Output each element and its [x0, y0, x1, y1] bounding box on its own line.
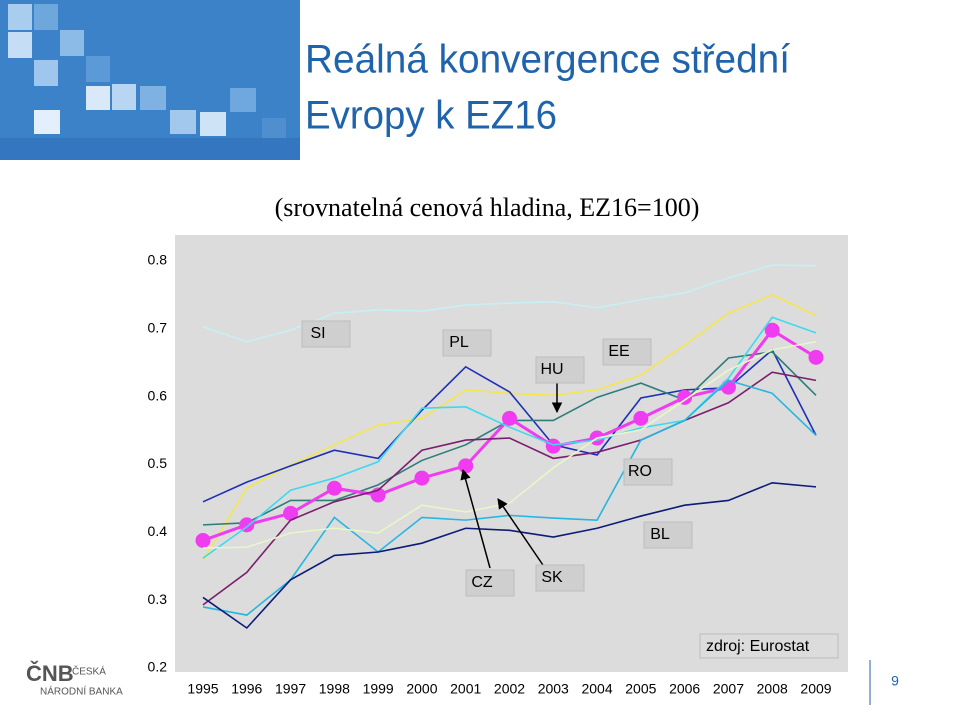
point-marker [677, 389, 693, 405]
point-marker [414, 470, 430, 486]
arrow [497, 498, 546, 569]
annotation: RO [628, 463, 652, 480]
x-tick-label: 2002 [494, 681, 525, 697]
point-marker [633, 410, 649, 426]
x-tick-label: 2008 [757, 681, 788, 697]
y-tick-label: 0.3 [148, 591, 168, 607]
y-tick-label: 0.6 [148, 387, 168, 403]
annotation-box [623, 458, 673, 486]
x-tick-label: 1996 [231, 681, 262, 697]
series-line [202, 340, 817, 549]
annotation-box [301, 320, 351, 348]
point-marker [195, 532, 211, 548]
annotation-box [465, 569, 515, 597]
annotation: CZ [471, 574, 493, 591]
point-marker [458, 458, 474, 474]
series-line [202, 482, 817, 630]
series-line [202, 294, 817, 561]
point-marker [545, 438, 561, 454]
y-tick-label: 0.5 [148, 455, 168, 471]
point-marker [764, 322, 780, 338]
x-tick-label: 1999 [363, 681, 394, 697]
x-tick-label: 2001 [450, 681, 481, 697]
arrows [460, 381, 563, 569]
annotation: BL [650, 526, 670, 543]
point-marker [808, 349, 824, 365]
page-number: 9 [891, 673, 899, 689]
point-marker [283, 505, 299, 521]
y-tick-label: 0.4 [148, 523, 168, 539]
logo: ČNB ČESKÁ NÁRODNÍ BANKA [26, 661, 123, 698]
series-line [202, 371, 817, 606]
annotation: PL [449, 334, 469, 351]
x-tick-label: 1998 [319, 681, 350, 697]
annotation-box [643, 521, 693, 549]
plot-area [175, 235, 848, 672]
y-tick-label: 0.8 [148, 252, 168, 268]
x-tick-label: 1997 [275, 681, 306, 697]
x-tick-label: 2005 [625, 681, 656, 697]
point-marker [502, 410, 517, 426]
annotation-box [602, 338, 652, 366]
x-tick-label: 2007 [713, 681, 744, 697]
source: zdroj: Eurostat [706, 638, 810, 655]
slide-title: Evropy k EZ16 [305, 94, 557, 138]
series-line [202, 316, 817, 559]
x-tick-label: 2003 [538, 681, 569, 697]
x-tick-label: 2009 [800, 681, 831, 697]
slide-title: Reálná konvergence střední [305, 38, 790, 82]
arrow [460, 468, 491, 569]
header-mosaic [0, 0, 960, 175]
x-tick-label: 2000 [406, 681, 437, 697]
x-tick-label: 2004 [581, 681, 612, 697]
annotation: EE [608, 343, 629, 360]
annotation-box [535, 356, 585, 384]
source-box [699, 633, 839, 659]
chart-subtitle: (srovnatelná cenová hladina, EZ16=100) [275, 193, 700, 222]
plot [195, 264, 824, 630]
annotation: SI [310, 325, 325, 342]
point-marker [326, 480, 342, 496]
y-tick-label: 0.7 [148, 320, 168, 336]
logo-text: NÁRODNÍ BANKA [40, 685, 123, 698]
annotations: SI PL HU EE RO BL CZ SK [301, 320, 693, 597]
annotation-box [535, 564, 585, 592]
x-tick-label: 1995 [187, 681, 218, 697]
annotation-box [442, 329, 492, 357]
annotation: HU [540, 361, 563, 378]
annotation: SK [541, 569, 563, 586]
y-tick-label: 0.2 [148, 659, 168, 675]
series-line [202, 348, 817, 503]
logo-text: ČESKÁ [72, 665, 106, 678]
logo-mark: ČNB [26, 661, 74, 686]
x-tick-label: 2006 [669, 681, 700, 697]
